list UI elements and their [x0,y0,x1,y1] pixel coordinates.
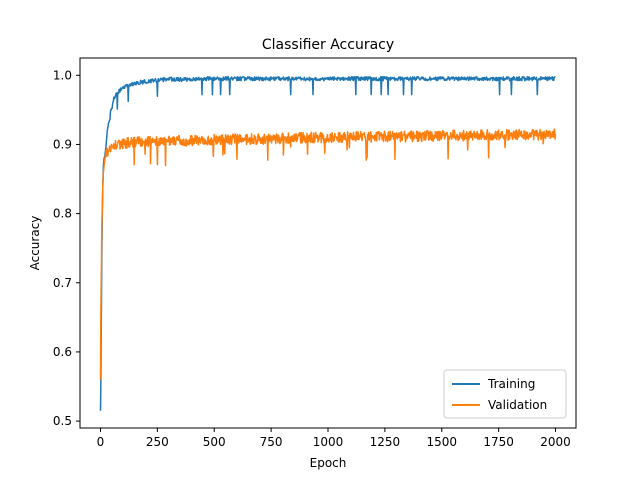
x-tick-label: 1750 [483,435,514,449]
y-tick-label: 0.6 [53,345,72,359]
x-tick-label: 250 [146,435,169,449]
x-tick-label: 750 [260,435,283,449]
legend: Training Validation [443,369,567,419]
series-line-training [99,75,556,411]
x-tick-label: 2000 [540,435,571,449]
x-axis-label: Epoch [310,456,347,470]
y-tick-label: 1.0 [53,68,72,82]
legend-label-validation: Validation [488,398,547,412]
y-tick-label: 0.7 [53,276,72,290]
chart-title: Classifier Accuracy [262,37,394,53]
plot-area: 0 250 500 750 1000 1250 1500 1750 2000 0.5 0.6 0.7 0… [53,57,577,449]
x-tick-label: 0 [97,435,105,449]
y-tick-label: 0.8 [53,207,72,221]
series-line-validation [99,128,557,380]
x-tick-label: 500 [203,435,226,449]
x-tick-label: 1250 [370,435,401,449]
legend-label-training: Training [487,377,535,391]
y-tick-label: 0.9 [53,137,72,151]
x-tick-label: 1500 [426,435,457,449]
y-axis-label: Accuracy [28,216,42,271]
x-tick-label: 1000 [313,435,344,449]
y-tick-label: 0.5 [53,414,72,428]
